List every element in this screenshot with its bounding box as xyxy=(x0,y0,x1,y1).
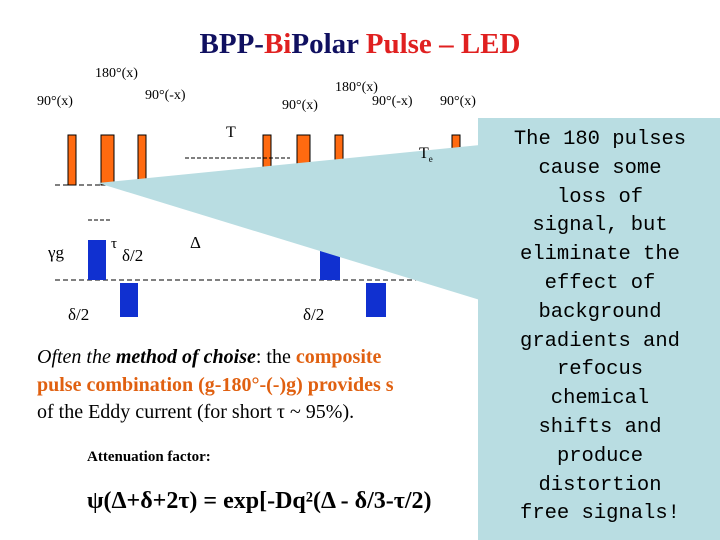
gradient-label: γg xyxy=(48,243,65,262)
callout-box xyxy=(478,118,720,540)
pulse-label: 90°(-x) xyxy=(145,88,186,103)
callout-line: distortion xyxy=(538,473,662,497)
text-line: Often the method of choise: the composit… xyxy=(37,346,382,368)
callout-line: signal, but xyxy=(532,214,668,238)
gradient-pulses xyxy=(88,240,386,317)
pulse-label: 90°(-x) xyxy=(372,94,413,109)
delay-label: Te xyxy=(419,145,433,165)
title: BPP-BiPolar Pulse – LED xyxy=(199,28,521,60)
pulse-label: 90°(x) xyxy=(440,94,476,109)
callout-line: cause some xyxy=(538,156,662,180)
attenuation-label: Attenuation factor: xyxy=(87,449,211,465)
gradient-label: τ xyxy=(111,236,118,252)
pulse-label: 180°(x) xyxy=(95,66,138,81)
callout-line: loss of xyxy=(556,185,644,209)
gradient-label: Δ xyxy=(190,233,201,252)
callout-line: eliminate the xyxy=(520,243,680,267)
pulse-label: 90°(x) xyxy=(282,98,318,113)
gradient-label: δ/2 xyxy=(68,305,90,324)
text-line: pulse combination (g-180°-(-)g) provides… xyxy=(37,374,394,396)
callout-line: refocus xyxy=(556,358,644,382)
callout-line: free signals! xyxy=(520,502,680,526)
callout-text: The 180 pulses cause some loss of signal, b… xyxy=(480,120,720,540)
callout-line: chemical xyxy=(550,387,650,411)
formula: ψ(Δ+δ+2τ) = exp[-Dq²(Δ - δ/3-τ/2) xyxy=(87,488,432,514)
callout-line: background xyxy=(538,300,662,324)
pulse-label: 180°(x) xyxy=(335,80,378,95)
text-line: of the Eddy current (for short τ ~ 95%). xyxy=(37,401,355,423)
callout-line: produce xyxy=(556,444,644,468)
delay-label: T xyxy=(226,124,236,141)
gradient-label: δ/2 xyxy=(303,305,325,324)
gradient-label: δ/2 xyxy=(122,246,144,265)
callout-line: effect of xyxy=(544,271,656,295)
pulse-label: 90°(x) xyxy=(37,94,73,109)
callout-line: shifts and xyxy=(538,415,662,439)
callout-line: The 180 pulses xyxy=(513,128,687,151)
callout-line: gradients and xyxy=(520,329,680,353)
callout-pointer xyxy=(98,145,480,300)
